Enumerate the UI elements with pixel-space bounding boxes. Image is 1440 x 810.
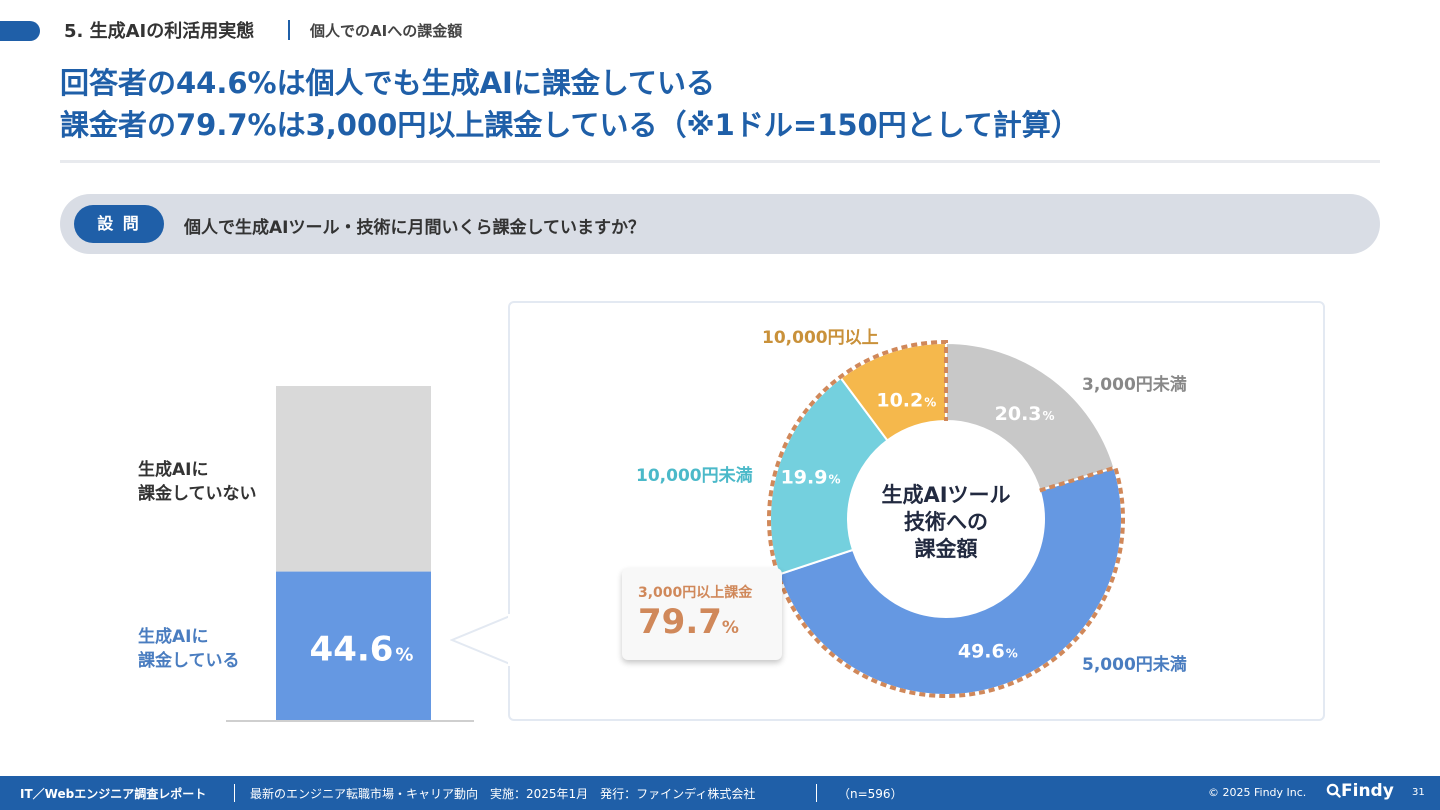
question-badge: 設 問 xyxy=(74,205,164,243)
footer-report-title: IT／Webエンジニア調査レポート xyxy=(20,787,207,801)
bar-label-paying: 生成AIに 課金している xyxy=(138,625,240,673)
slice-under-3000 xyxy=(945,341,1116,492)
question-text: 個人で生成AIツール・技術に月間いくら課金していますか？ xyxy=(184,218,645,238)
bar-label-not-paying: 生成AIに 課金していない xyxy=(138,458,257,506)
section-title: 5. 生成AIの利活用実態 xyxy=(64,21,255,42)
bar-label-not-paying-line2: 課金していない xyxy=(138,484,257,504)
slice-label-under-3000: 3,000円未満 xyxy=(1082,375,1187,395)
findy-logo-icon xyxy=(1326,783,1341,798)
donut-center-line1: 生成AIツール xyxy=(881,483,1011,507)
headline-line-1: 回答者の44.6%は個人でも生成AIに課金している xyxy=(60,66,715,100)
header-divider xyxy=(288,20,290,40)
slice-label-under-5000: 5,000円未満 xyxy=(1082,655,1187,675)
bar-value-label: 44.6% xyxy=(310,629,414,669)
bar-segment-paying xyxy=(276,571,431,721)
bar-label-paying-line2: 課金している xyxy=(138,651,240,671)
bar-label-not-paying-line1: 生成AIに xyxy=(138,460,209,480)
bar-segment-not-paying xyxy=(276,386,431,572)
question-bar xyxy=(60,194,1380,254)
slice-value-under-3000: 20.3% xyxy=(995,403,1055,425)
donut-center-line3: 課金額 xyxy=(914,537,978,561)
footer-description: 最新のエンジニア転職市場・キャリア動向 実施：2025年1月 発行：ファインディ… xyxy=(250,787,756,801)
slice-value-under-5000: 49.6% xyxy=(958,641,1018,663)
slice-value-under-10000: 19.9% xyxy=(781,466,841,488)
sub-title: 個人でのAIへの課金額 xyxy=(310,22,463,40)
spending-donut-chart: 20.3% 49.6% 19.9% 10.2% xyxy=(767,339,1125,698)
donut-center-line2: 技術への xyxy=(904,510,988,534)
footer-sample-size: （n=596） xyxy=(838,787,903,801)
headline-line-2: 課金者の79.7%は3,000円以上課金している（※1ドル=150円として計算） xyxy=(60,108,1080,142)
slice-label-10000-plus: 10,000円以上 xyxy=(762,328,879,348)
highlight-callout-label: 3,000円以上課金 xyxy=(638,585,753,601)
panel-pointer xyxy=(450,614,512,666)
footer: IT／Webエンジニア調査レポート 最新のエンジニア転職市場・キャリア動向 実施… xyxy=(0,776,1440,810)
page-headline: 回答者の44.6%は個人でも生成AIに課金している 課金者の79.7%は3,00… xyxy=(60,62,1080,146)
footer-divider xyxy=(234,784,235,802)
highlight-callout-value: 79.7% xyxy=(638,602,739,642)
paying-bar-chart: 44.6% xyxy=(226,386,474,722)
footer-copyright: © 2025 Findy Inc. xyxy=(1208,786,1307,799)
footer-divider xyxy=(816,784,817,802)
highlight-outline xyxy=(767,339,1125,698)
bar-label-paying-line1: 生成AIに xyxy=(138,627,209,647)
page-number: 31 xyxy=(1412,787,1425,798)
findy-logo-text: Findy xyxy=(1341,781,1394,801)
slice-label-under-10000: 10,000円未満 xyxy=(636,466,753,486)
highlight-callout xyxy=(622,568,782,660)
section-tag-bar xyxy=(0,21,40,41)
slice-value-10000-plus: 10.2% xyxy=(876,389,936,411)
donut-center-title: 生成AIツール 技術への 課金額 xyxy=(858,482,1034,563)
headline-divider xyxy=(60,160,1380,163)
findy-logo: Findy xyxy=(1326,781,1394,801)
